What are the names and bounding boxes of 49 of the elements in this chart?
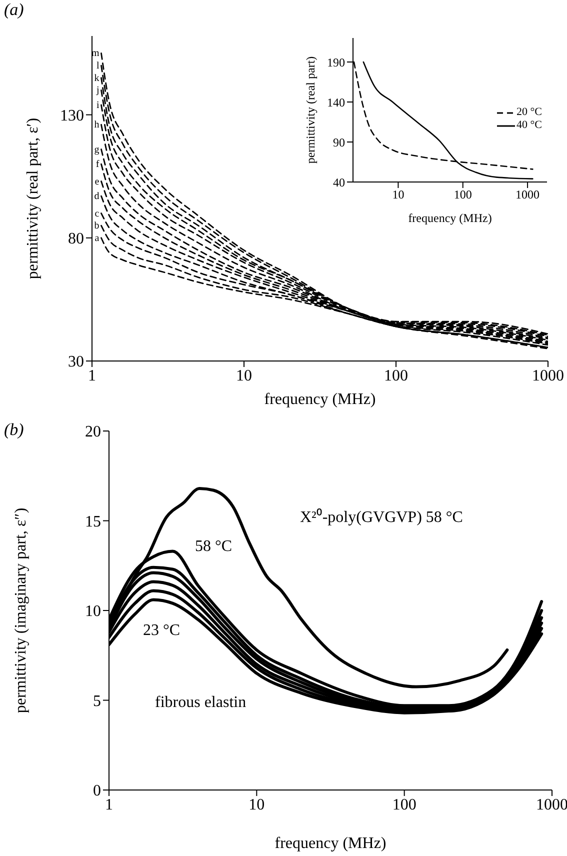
x-axis-title: frequency (MHz) xyxy=(264,391,376,408)
chart-title: (b) xyxy=(4,420,24,440)
x-tick-label: 100 xyxy=(454,188,472,202)
y-tick-label: 10 xyxy=(85,603,101,620)
y-tick-label: 5 xyxy=(93,692,101,710)
series-label: k xyxy=(94,72,100,84)
x-axis-title: frequency (MHz) xyxy=(408,211,492,225)
y-axis-title: permittivity (real part, ε′) xyxy=(24,118,42,280)
series-label: m xyxy=(91,48,100,60)
y-tick-label: 20 xyxy=(85,424,101,441)
series-label: j xyxy=(95,85,100,96)
series-label: f xyxy=(96,159,100,170)
y-tick-label: 40 xyxy=(333,175,345,190)
x-tick-label: 1000 xyxy=(532,367,564,384)
legend-label: 40 °C xyxy=(516,119,542,132)
x-tick-label: 10 xyxy=(392,188,404,202)
chart-title: (a) xyxy=(4,0,24,20)
annotation: 58 °C xyxy=(195,538,232,556)
series-label: c xyxy=(94,208,100,220)
series-label: i xyxy=(96,100,100,111)
y-tick-label: 0 xyxy=(93,782,101,800)
annotation: fibrous elastin xyxy=(155,694,246,712)
y-axis-title: permittivity (real part) xyxy=(303,56,318,164)
y-tick-label: 30 xyxy=(68,354,84,371)
x-tick-label: 1 xyxy=(105,796,113,814)
x-tick-label: 10 xyxy=(236,367,252,384)
series-label: b xyxy=(94,220,100,232)
y-tick-label: 140 xyxy=(327,95,345,110)
x-axis-title: frequency (MHz) xyxy=(274,835,386,852)
y-tick-label: 190 xyxy=(327,55,345,70)
y-tick-label: 15 xyxy=(85,513,101,530)
annotation: X²⁰-poly(GVGVP) 58 °C xyxy=(300,507,463,527)
y-tick-label: 90 xyxy=(333,135,345,150)
series-label: h xyxy=(94,120,100,131)
series-label: e xyxy=(94,176,100,188)
series-label: a xyxy=(94,232,100,244)
y-tick-label: 130 xyxy=(60,107,84,124)
x-tick-label: 1 xyxy=(88,367,96,384)
legend-label: 20 °C xyxy=(516,106,542,119)
x-tick-label: 10 xyxy=(248,796,265,814)
x-tick-label: 100 xyxy=(384,367,408,384)
x-tick-label: 100 xyxy=(392,796,416,814)
y-tick-label: 80 xyxy=(68,230,84,248)
y-axis-title: permittivity (imaginary part, ε″) xyxy=(12,508,30,714)
series-label: g xyxy=(94,144,100,156)
x-tick-label: 1000 xyxy=(516,188,540,202)
annotation: 23 °C xyxy=(143,622,180,640)
series-label: l xyxy=(96,60,100,72)
series-label: d xyxy=(94,191,100,202)
